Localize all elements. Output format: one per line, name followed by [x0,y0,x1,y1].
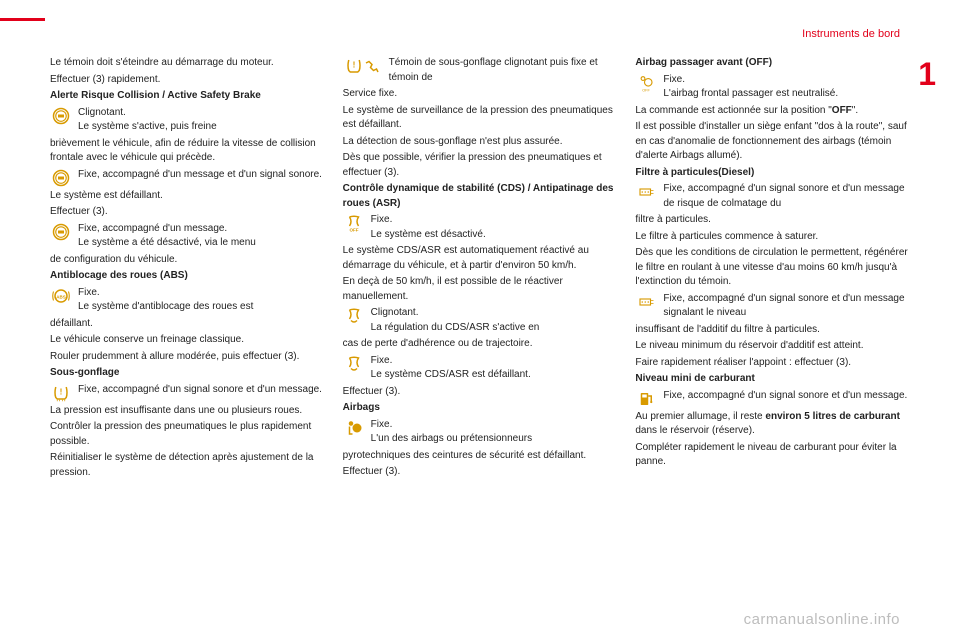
svg-text:!: ! [60,387,63,396]
heading: Contrôle dynamique de stabilité (CDS) / … [343,182,618,211]
text: La détection de sous-gonflage n'est plus… [343,135,618,150]
text: Le système s'active, puis freine [78,121,217,132]
header-accent-bar [0,18,45,21]
text: Le niveau minimum du réservoir d'additif… [635,339,910,354]
text: Fixe, accompagné d'un message et d'un si… [78,168,325,183]
esc-icon [343,354,365,373]
text: Le témoin doit s'éteindre au démarrage d… [50,56,325,71]
column-3: Airbag passager avant (OFF) OFF Fixe. L'… [635,56,910,482]
column-1: Le témoin doit s'éteindre au démarrage d… [50,56,325,482]
text: Effectuer (3). [343,385,618,400]
abs-icon: ABS [50,286,72,305]
text: Fixe. [371,419,393,430]
text: filtre à particules. [635,213,910,228]
text: Fixe. [371,355,393,366]
text: L'un des airbags ou prétensionneurs [371,433,532,444]
text: Clignotant. [371,307,419,318]
text: Le système CDS/ASR est défaillant. [371,369,531,380]
text: Effectuer (3). [50,205,325,220]
text: Le système d'antiblocage des roues est [78,301,253,312]
tire-pressure-icon: ! [50,383,72,402]
text: Le véhicule conserve un freinage classiq… [50,333,325,348]
heading: Filtre à particules(Diesel) [635,166,910,181]
text: Rouler prudemment à allure modérée, puis… [50,350,325,365]
dpf-icon [635,182,657,201]
text: La commande est actionnée sur la positio… [635,104,910,119]
fuel-icon [635,389,657,408]
text: La régulation du CDS/ASR s'active en [371,322,540,333]
text: Compléter rapidement le niveau de carbur… [635,441,910,470]
heading: Niveau mini de carburant [635,372,910,387]
text: Le système de surveillance de la pressio… [343,104,618,133]
text: En deçà de 50 km/h, il est possible de l… [343,275,618,304]
text: Témoin de sous-gonflage clignotant puis … [389,56,618,85]
collision-icon [50,106,72,125]
text: brièvement le véhicule, afin de réduire … [50,137,325,166]
column-2: ! Témoin de sous-gonflage clignotant pui… [343,56,618,482]
collision-icon [50,222,72,241]
airbag-off-icon: OFF [635,73,657,92]
heading: Sous-gonflage [50,366,325,381]
text: de configuration du véhicule. [50,253,325,268]
text: Fixe. [78,287,100,298]
text: L'airbag frontal passager est neutralisé… [663,88,838,99]
text: Il est possible d'installer un siège enf… [635,120,910,164]
text: Le système est désactivé. [371,229,486,240]
heading: Antiblocage des roues (ABS) [50,269,325,284]
text: Contrôler la pression des pneumatiques l… [50,420,325,449]
dpf-icon [635,292,657,311]
heading: Airbag passager avant (OFF) [635,56,910,71]
text: Fixe. [371,214,393,225]
watermark: carmanualsonline.info [744,611,900,628]
text: défaillant. [50,317,325,332]
text: Effectuer (3). [343,465,618,480]
text: Effectuer (3) rapidement. [50,73,325,88]
airbag-icon [343,418,365,437]
text: Faire rapidement réaliser l'appoint : ef… [635,356,910,371]
text: La pression est insuffisante dans une ou… [50,404,325,419]
heading: Airbags [343,401,618,416]
svg-text:!: ! [352,61,355,70]
text: Fixe, accompagné d'un signal sonore et d… [663,292,910,321]
text: Fixe, accompagné d'un signal sonore et d… [663,182,910,211]
text: Le système CDS/ASR est automatiquement r… [343,244,618,273]
text: cas de perte d'adhérence ou de trajectoi… [343,337,618,352]
text: Dès que possible, vérifier la pression d… [343,151,618,180]
text: Le système a été désactivé, via le menu [78,237,256,248]
text: pyrotechniques des ceintures de sécurité… [343,449,618,464]
svg-text:OFF: OFF [349,227,358,232]
svg-text:OFF: OFF [643,88,651,92]
text: Fixe, accompagné d'un signal sonore et d… [663,389,910,404]
esc-icon [343,306,365,325]
text: Réinitialiser le système de détection ap… [50,451,325,480]
text: Fixe. [663,74,685,85]
text: Fixe, accompagné d'un message. [78,223,227,234]
tire-service-icon: ! [343,56,383,75]
text: Service fixe. [343,87,618,102]
text: Le filtre à particules commence à sature… [635,230,910,245]
text: Fixe, accompagné d'un signal sonore et d… [78,383,325,398]
text: Dès que les conditions de circulation le… [635,246,910,290]
svg-text:ABS: ABS [56,294,66,299]
text: Au premier allumage, il reste environ 5 … [635,410,910,439]
page-number: 1 [918,56,936,93]
collision-icon [50,168,72,187]
heading: Alerte Risque Collision / Active Safety … [50,89,325,104]
section-label: Instruments de bord [802,28,900,40]
text: Le système est défaillant. [50,189,325,204]
esc-off-icon: OFF [343,213,365,232]
text: insuffisant de l'additif du filtre à par… [635,323,910,338]
text: Clignotant. [78,107,126,118]
